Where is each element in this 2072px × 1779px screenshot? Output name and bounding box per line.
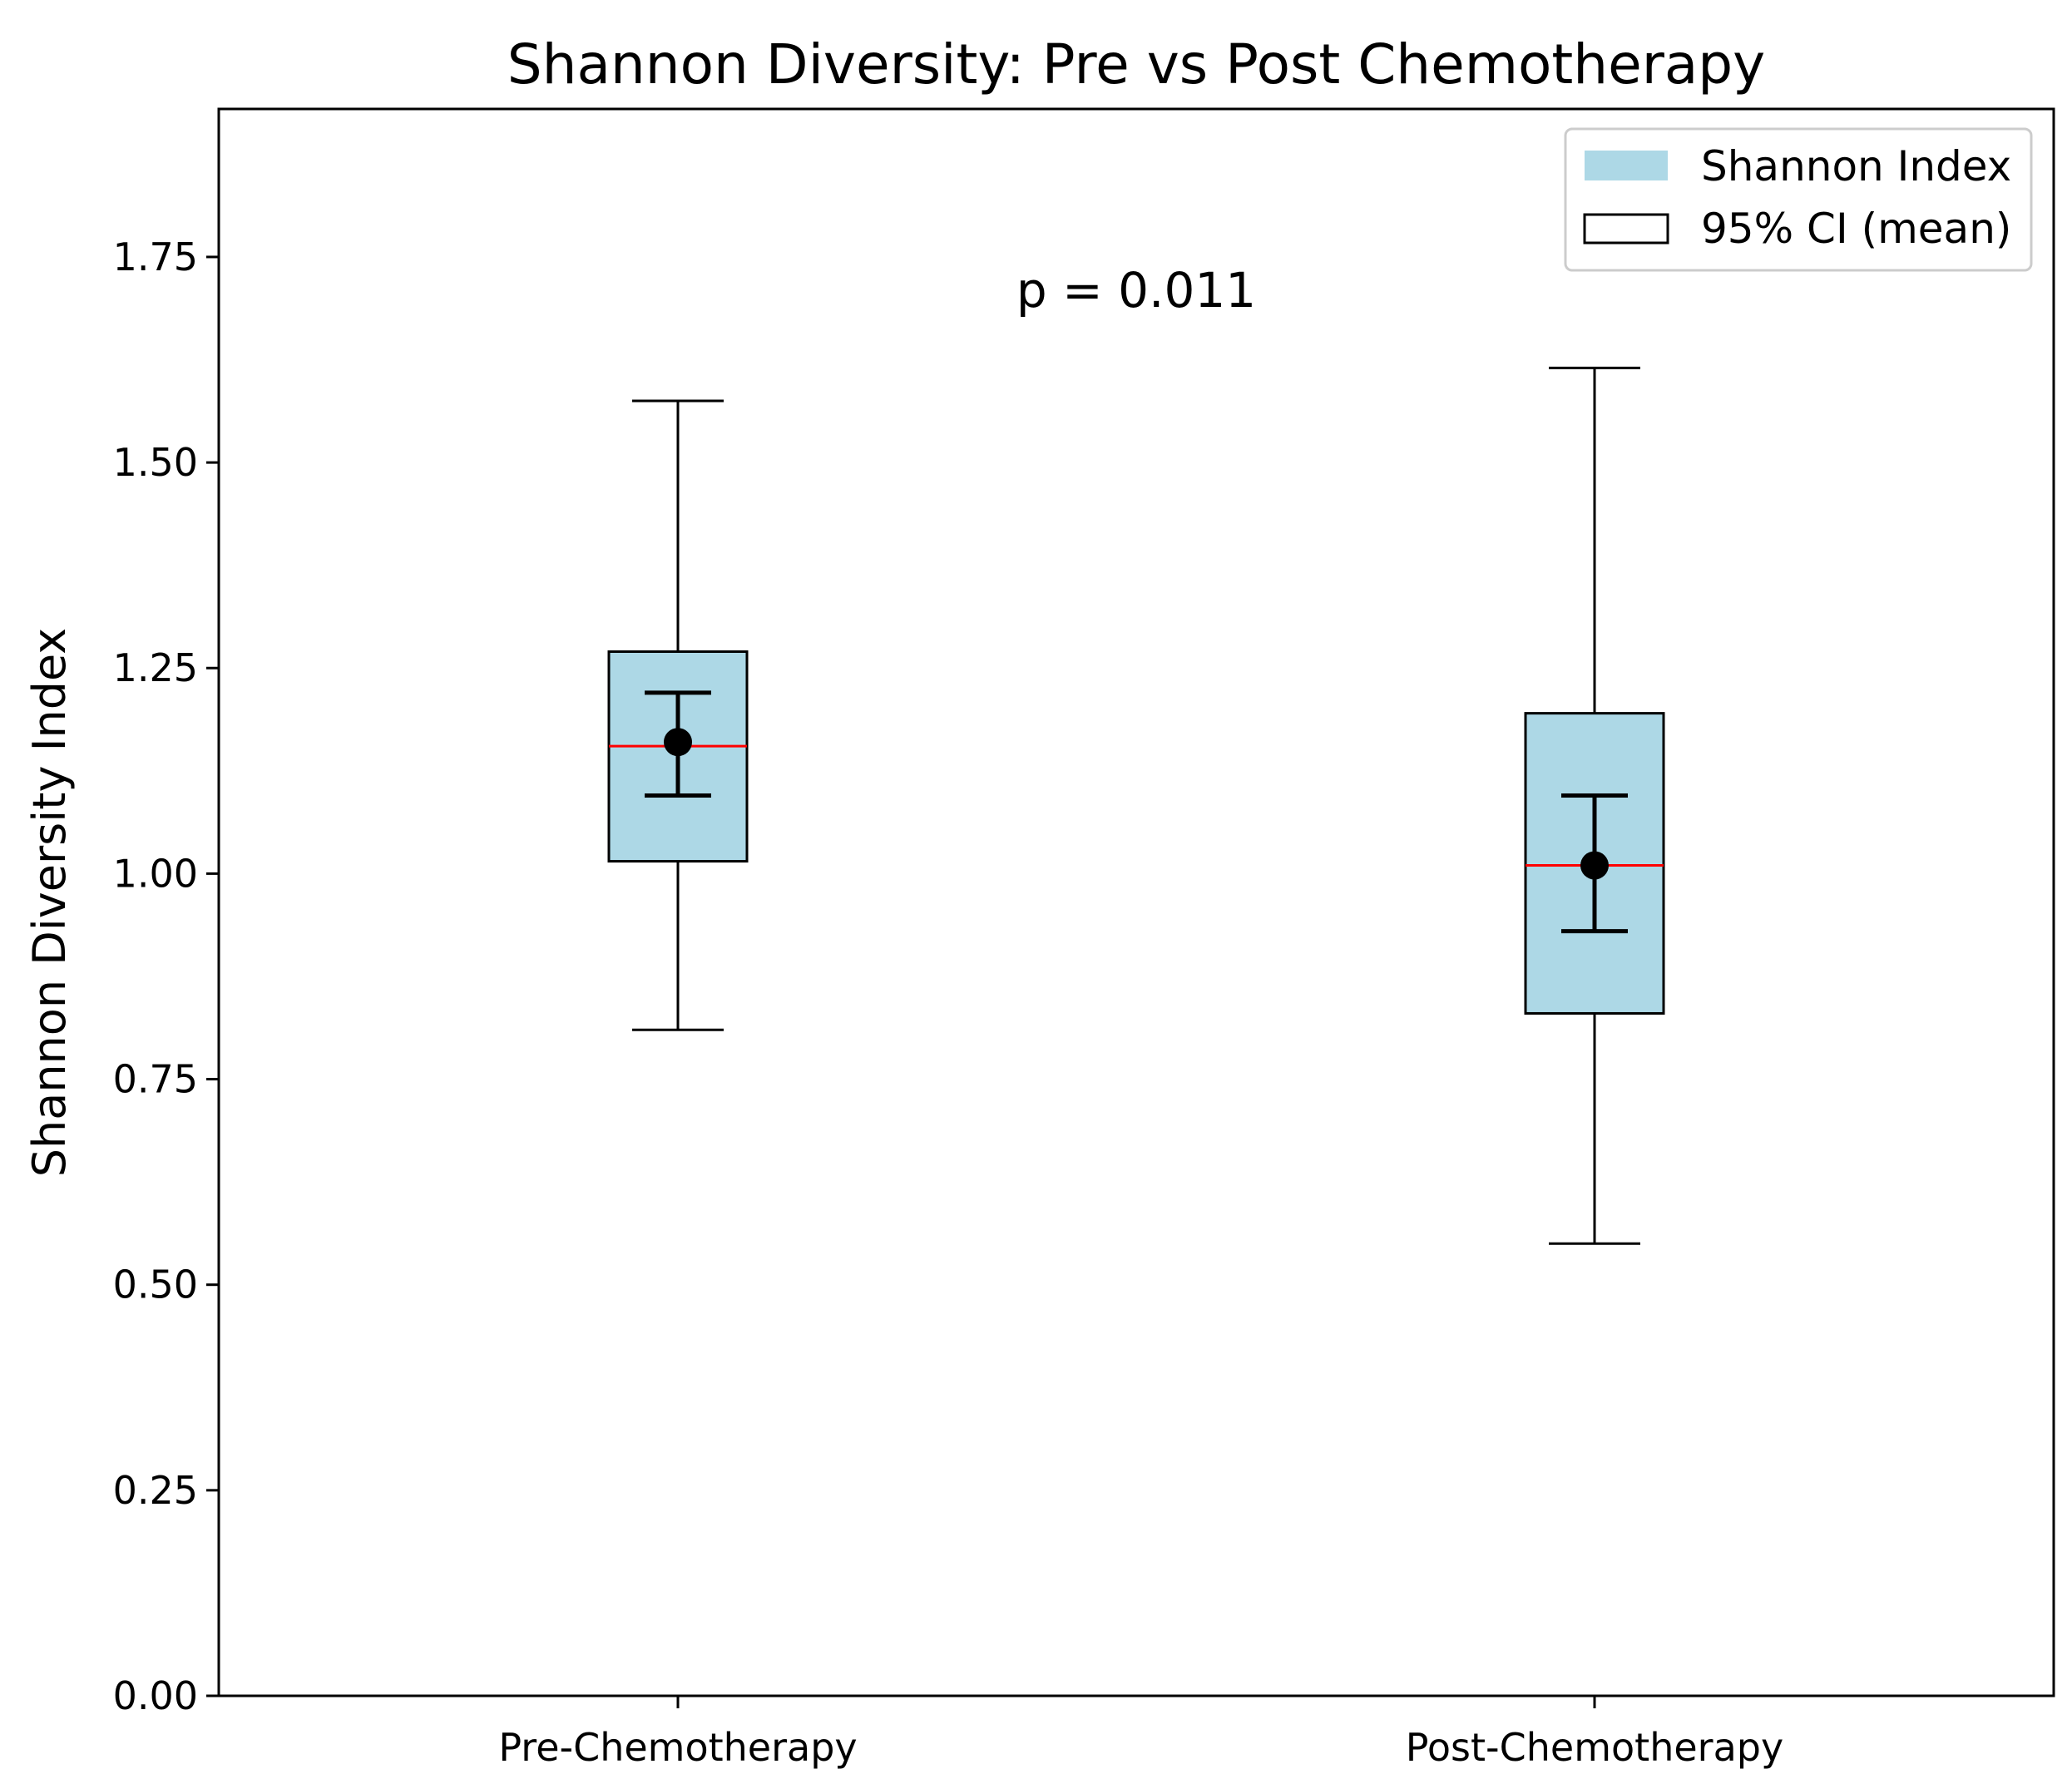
iqr-box [1524,712,1665,1015]
legend-swatch-shannon-index [1585,151,1668,180]
chart-title: Shannon Diversity: Pre vs Post Chemother… [507,32,1766,96]
y-tick-label: 0.00 [113,1673,198,1718]
y-tick-label: 1.75 [113,235,198,279]
plot-frame [217,107,2055,1697]
p-value-annotation: p = 0.011 [1016,262,1256,319]
y-tick-label: 0.25 [113,1468,198,1513]
box-group-post [1524,366,1665,1245]
y-tick-label: 1.00 [113,851,198,896]
legend-background [1564,127,2033,272]
y-tick-label: 1.50 [113,440,198,485]
y-tick-label: 0.75 [113,1057,198,1102]
legend-swatch-ci [1583,213,1669,245]
y-axis-label: Shannon Diversity Index [23,628,76,1178]
legend: Shannon Index 95% CI (mean) [1564,127,2033,272]
y-tick-label: 1.25 [113,645,198,690]
legend-label-ci: 95% CI (mean) [1701,205,2011,253]
box-group-pre [607,399,749,1031]
mean-marker [664,728,692,757]
y-tick-label: 0.50 [113,1263,198,1307]
legend-label-shannon-index: Shannon Index [1701,142,2011,190]
x-tick-label: Post-Chemotherapy [1406,1725,1783,1770]
box-plots [607,366,1665,1245]
x-tick-label: Pre-Chemotherapy [498,1725,857,1770]
y-axis-ticks: 0.00 0.25 0.50 0.75 1.00 1.25 1.50 1.75 [113,235,219,1718]
mean-marker [1580,851,1609,880]
x-axis-ticks: Pre-Chemotherapy Post-Chemotherapy [498,1696,1783,1770]
